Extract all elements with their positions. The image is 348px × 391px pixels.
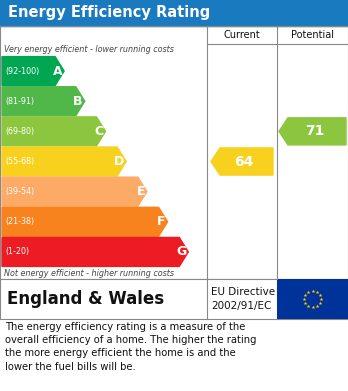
- Text: (55-68): (55-68): [5, 157, 34, 166]
- Text: (69-80): (69-80): [5, 127, 34, 136]
- Text: A: A: [53, 65, 62, 77]
- Bar: [0, 26, 348, 279]
- Text: 71: 71: [305, 124, 324, 138]
- Text: Current: Current: [224, 30, 260, 40]
- Text: The energy efficiency rating is a measure of the
overall efficiency of a home. T: The energy efficiency rating is a measur…: [5, 322, 256, 371]
- Bar: [277, 279, 348, 319]
- Text: (21-38): (21-38): [5, 217, 34, 226]
- Text: Energy Efficiency Rating: Energy Efficiency Rating: [8, 5, 210, 20]
- Text: F: F: [157, 215, 166, 228]
- Text: C: C: [94, 125, 103, 138]
- Text: Not energy efficient - higher running costs: Not energy efficient - higher running co…: [4, 269, 174, 278]
- Text: (81-91): (81-91): [5, 97, 34, 106]
- Polygon shape: [2, 237, 188, 266]
- Polygon shape: [2, 117, 105, 146]
- Polygon shape: [2, 87, 85, 116]
- Text: (1-20): (1-20): [5, 248, 29, 256]
- Text: B: B: [73, 95, 83, 108]
- Polygon shape: [2, 147, 126, 176]
- Bar: [0, 0, 348, 26]
- Text: (39-54): (39-54): [5, 187, 34, 196]
- Text: (92-100): (92-100): [5, 66, 39, 75]
- Polygon shape: [2, 177, 147, 206]
- Text: Potential: Potential: [291, 30, 334, 40]
- Polygon shape: [2, 207, 168, 236]
- Text: 64: 64: [234, 154, 254, 169]
- Text: EU Directive
2002/91/EC: EU Directive 2002/91/EC: [211, 287, 275, 310]
- Bar: [0, 279, 348, 319]
- Polygon shape: [2, 57, 64, 86]
- Text: D: D: [114, 155, 124, 168]
- Polygon shape: [211, 148, 273, 175]
- Text: Very energy efficient - lower running costs: Very energy efficient - lower running co…: [4, 45, 174, 54]
- Polygon shape: [279, 118, 346, 145]
- Text: England & Wales: England & Wales: [7, 290, 164, 308]
- Text: E: E: [136, 185, 145, 198]
- Text: G: G: [176, 246, 186, 258]
